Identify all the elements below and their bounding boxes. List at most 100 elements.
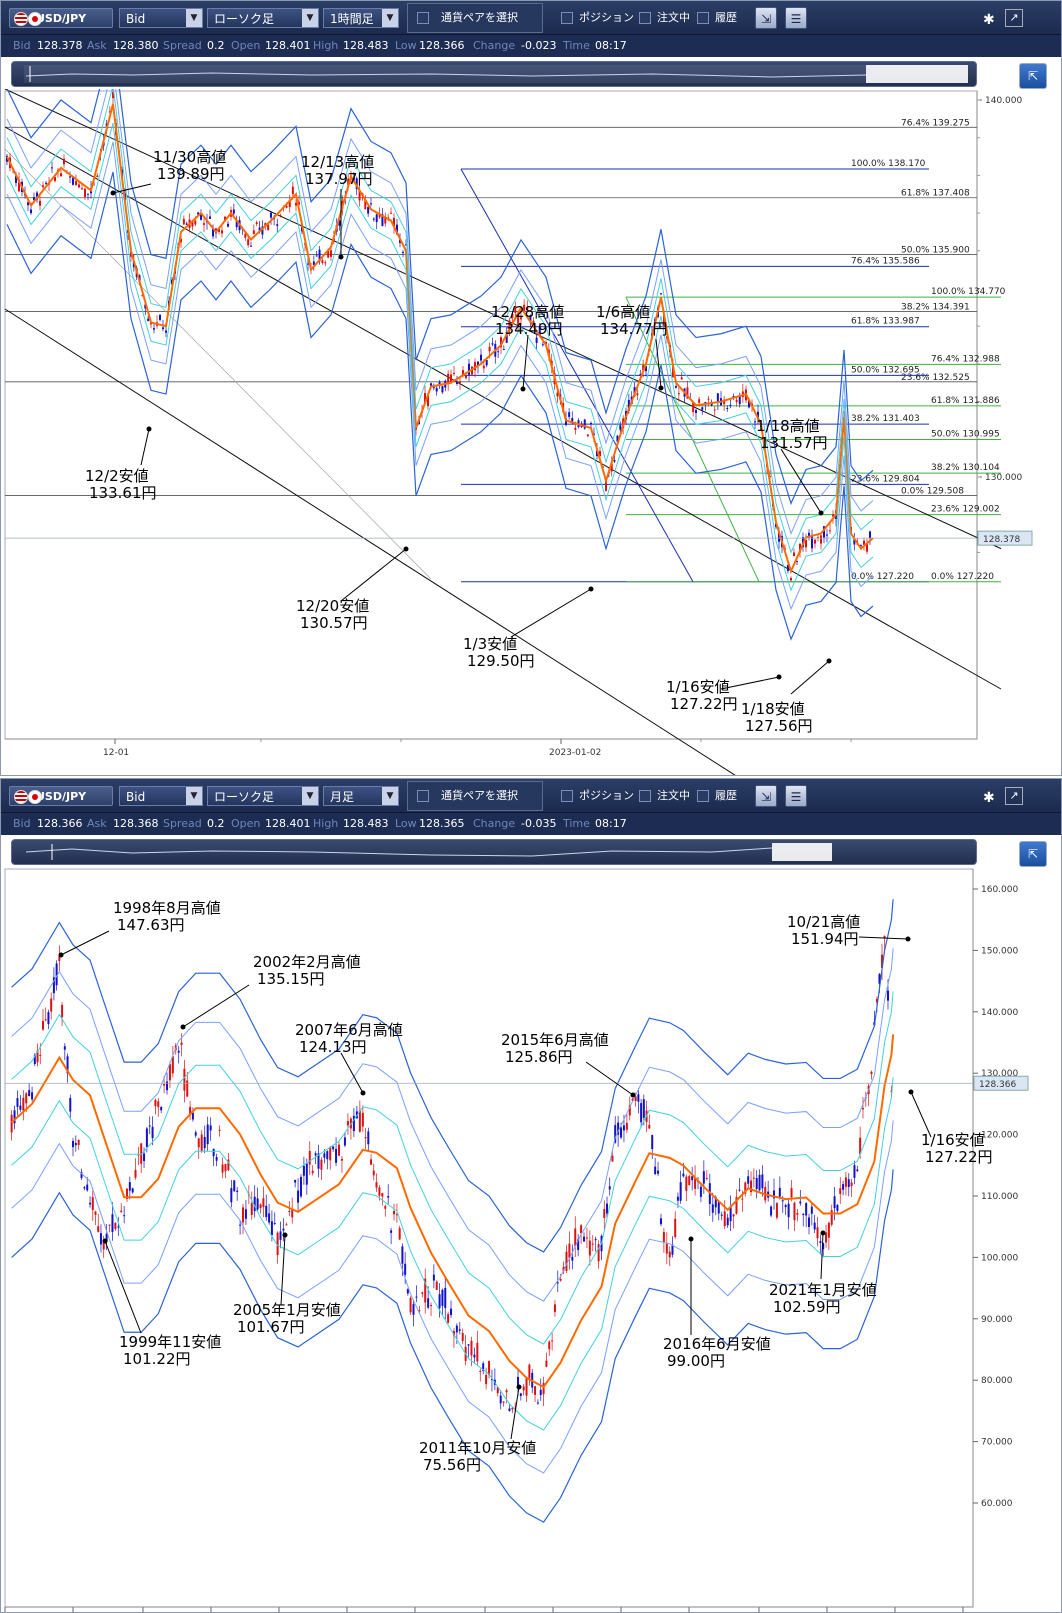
chart-style-select[interactable]: ローソク足 ▼ bbox=[207, 786, 319, 806]
annotation-value: 129.50円 bbox=[467, 652, 535, 670]
timeframe-select[interactable]: 1時間足 ▼ bbox=[323, 8, 399, 28]
candle-body bbox=[370, 203, 372, 205]
list-icon[interactable]: ☰ bbox=[785, 785, 807, 807]
time-value: 08:17 bbox=[595, 39, 627, 52]
chart-style-select[interactable]: ローソク足 ▼ bbox=[207, 8, 319, 28]
candle-body bbox=[787, 1203, 790, 1218]
pair-select-area[interactable] bbox=[407, 3, 543, 33]
price-type-select[interactable]: Bid ▼ bbox=[119, 8, 203, 28]
currency-pair-button[interactable]: USD/JPY bbox=[9, 8, 113, 28]
candle-body bbox=[430, 383, 432, 386]
fib-label: 61.8% 131.886 bbox=[931, 396, 1000, 406]
candle-body bbox=[796, 1213, 799, 1215]
chart-tool-icon[interactable]: ⇲ bbox=[755, 7, 777, 29]
expand-icon[interactable]: ⇱ bbox=[1019, 63, 1047, 89]
candle-body bbox=[72, 1140, 74, 1148]
chart-navigator[interactable] bbox=[11, 839, 977, 865]
candle-body bbox=[378, 213, 381, 218]
candle-body bbox=[424, 393, 426, 404]
chart-tool-icon[interactable]: ⇲ bbox=[755, 785, 777, 807]
candle-body bbox=[430, 1305, 433, 1307]
history-checkbox[interactable] bbox=[697, 12, 709, 24]
candle-body bbox=[401, 1246, 404, 1264]
candle-body bbox=[627, 399, 630, 411]
candle-body bbox=[305, 1163, 308, 1185]
annotation-label: 1/18高値 bbox=[756, 417, 820, 435]
fib-label: 38.2% 130.104 bbox=[931, 463, 1000, 473]
candle-body bbox=[123, 1215, 126, 1217]
candle-body bbox=[209, 216, 211, 219]
candle-body bbox=[258, 227, 261, 231]
candle-body bbox=[458, 1329, 461, 1331]
price-type-select[interactable]: Bid ▼ bbox=[119, 786, 203, 806]
timeframe-select[interactable]: 月足 ▼ bbox=[323, 786, 399, 806]
candle-body bbox=[19, 1105, 22, 1110]
candle-body bbox=[529, 315, 532, 323]
candle-body bbox=[535, 337, 538, 343]
candle-body bbox=[491, 343, 494, 345]
candle-body bbox=[778, 1187, 781, 1197]
history-checkbox[interactable] bbox=[697, 790, 709, 802]
candle-body bbox=[206, 1124, 209, 1145]
trend-line bbox=[4, 308, 736, 775]
positions-checkbox[interactable] bbox=[561, 12, 573, 24]
gear-icon[interactable]: ✱ bbox=[983, 790, 995, 806]
expand-icon[interactable]: ⇱ bbox=[1019, 841, 1047, 867]
candle-body bbox=[847, 1179, 850, 1187]
candle-body bbox=[218, 228, 220, 232]
annotation-value: 101.22円 bbox=[123, 1350, 191, 1368]
annotation-value: 102.59円 bbox=[773, 1298, 841, 1316]
candle-body bbox=[151, 1126, 154, 1139]
pair-select-checkbox[interactable] bbox=[417, 12, 429, 24]
candle-body bbox=[191, 221, 194, 227]
arrow-head-icon bbox=[588, 586, 594, 592]
y-tick-label: 140.000 bbox=[985, 96, 1022, 106]
y-tick-label: 90.000 bbox=[981, 1315, 1013, 1325]
candle-body bbox=[321, 260, 324, 263]
x-tick-label: 2023-01-02 bbox=[549, 748, 601, 758]
candle-body bbox=[81, 188, 83, 190]
candle-body bbox=[244, 233, 247, 238]
candle-body bbox=[844, 1177, 847, 1187]
annotation-value: 134.49円 bbox=[495, 320, 563, 338]
popout-icon[interactable]: ↗ bbox=[1005, 9, 1023, 27]
pair-select-area[interactable] bbox=[407, 781, 543, 811]
gear-icon[interactable]: ✱ bbox=[983, 12, 995, 28]
candle-body bbox=[811, 535, 813, 549]
candle-body bbox=[307, 263, 309, 265]
candle-body bbox=[323, 1153, 326, 1158]
candle-body bbox=[568, 1243, 571, 1258]
monthly-chart[interactable]: 160.000 150.000 140.000 130.000 120.000 110.0… bbox=[1, 867, 1061, 1612]
currency-pair-button[interactable]: USD/JPY bbox=[9, 786, 113, 806]
candle-body bbox=[355, 178, 358, 190]
plot-area bbox=[4, 868, 974, 1608]
arrow-head-icon bbox=[826, 658, 832, 664]
orders-checkbox[interactable] bbox=[639, 790, 651, 802]
candle-body bbox=[74, 1143, 77, 1146]
annotation-arrow bbox=[140, 428, 150, 466]
candle-body bbox=[232, 209, 235, 214]
candle-body bbox=[244, 1209, 247, 1219]
candle-body bbox=[672, 366, 674, 377]
candle-body bbox=[253, 1196, 256, 1212]
candle-body bbox=[75, 181, 77, 186]
history-label: 履歴 bbox=[715, 11, 737, 24]
popout-icon[interactable]: ↗ bbox=[1005, 787, 1023, 805]
chart-navigator[interactable] bbox=[11, 61, 977, 87]
fib-label: 100.0% 138.170 bbox=[851, 159, 926, 169]
list-icon[interactable]: ☰ bbox=[785, 7, 807, 29]
candle-body bbox=[707, 398, 710, 400]
positions-checkbox[interactable] bbox=[561, 790, 573, 802]
candle-body bbox=[856, 1169, 859, 1172]
candle-body bbox=[332, 1146, 335, 1150]
candle-body bbox=[395, 1214, 398, 1216]
pair-select-checkbox[interactable] bbox=[417, 790, 429, 802]
orders-checkbox[interactable] bbox=[639, 12, 651, 24]
candle-body bbox=[814, 539, 816, 544]
change-value: -0.035 bbox=[521, 817, 557, 830]
annotation-label: 2005年1月安値 bbox=[233, 1301, 341, 1319]
candle-body bbox=[517, 313, 520, 326]
candle-body bbox=[671, 1244, 674, 1255]
candle-body bbox=[677, 393, 680, 395]
